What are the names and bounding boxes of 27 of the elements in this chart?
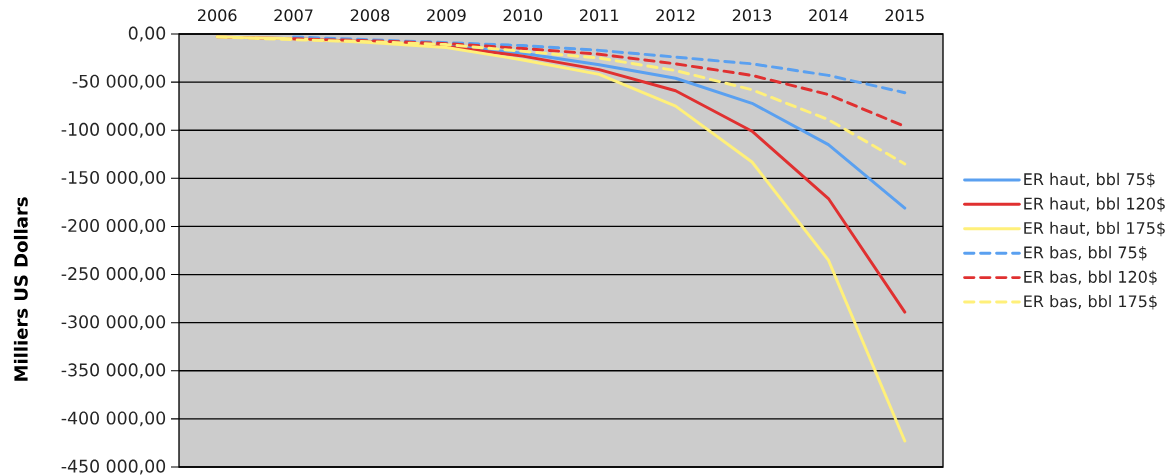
y-tick-label: -400 000,00: [61, 411, 166, 427]
legend-label: ER haut, bbl 75$: [1024, 172, 1155, 188]
legend-label: ER bas, bbl 120$: [1024, 270, 1157, 286]
y-tick-label: -300 000,00: [61, 315, 166, 331]
y-tick-label: -150 000,00: [61, 170, 166, 186]
x-tick-label: 2009: [427, 9, 466, 22]
x-tick-label: 2008: [350, 9, 390, 22]
legend-label: ER haut, bbl 175$: [1024, 221, 1165, 237]
legend-label: ER bas, bbl 175$: [1024, 294, 1157, 310]
y-tick-label: 0,00: [128, 26, 166, 42]
y-tick-label: -100 000,00: [61, 122, 166, 138]
x-tick-label: 2007: [274, 9, 313, 22]
y-tick-label: -450 000,00: [61, 459, 166, 475]
x-tick-label: 2012: [656, 9, 695, 22]
x-tick-label: 2013: [732, 9, 772, 22]
x-tick-label: 2015: [885, 9, 924, 22]
y-axis-title: Milliers US Dollars: [13, 197, 28, 381]
x-tick-label: 2014: [809, 9, 848, 22]
x-tick-label: 2006: [198, 9, 237, 22]
x-tick-label: 2010: [503, 9, 543, 22]
y-tick-label: -250 000,00: [61, 267, 166, 282]
y-tick-label: -200 000,00: [61, 219, 166, 234]
y-tick-label: -50 000,00: [72, 74, 166, 90]
y-tick-label: -350 000,00: [61, 363, 166, 379]
x-tick-label: 2011: [580, 9, 619, 22]
legend-label: ER bas, bbl 75$: [1024, 246, 1147, 261]
legend-label: ER haut, bbl 120$: [1024, 197, 1165, 212]
